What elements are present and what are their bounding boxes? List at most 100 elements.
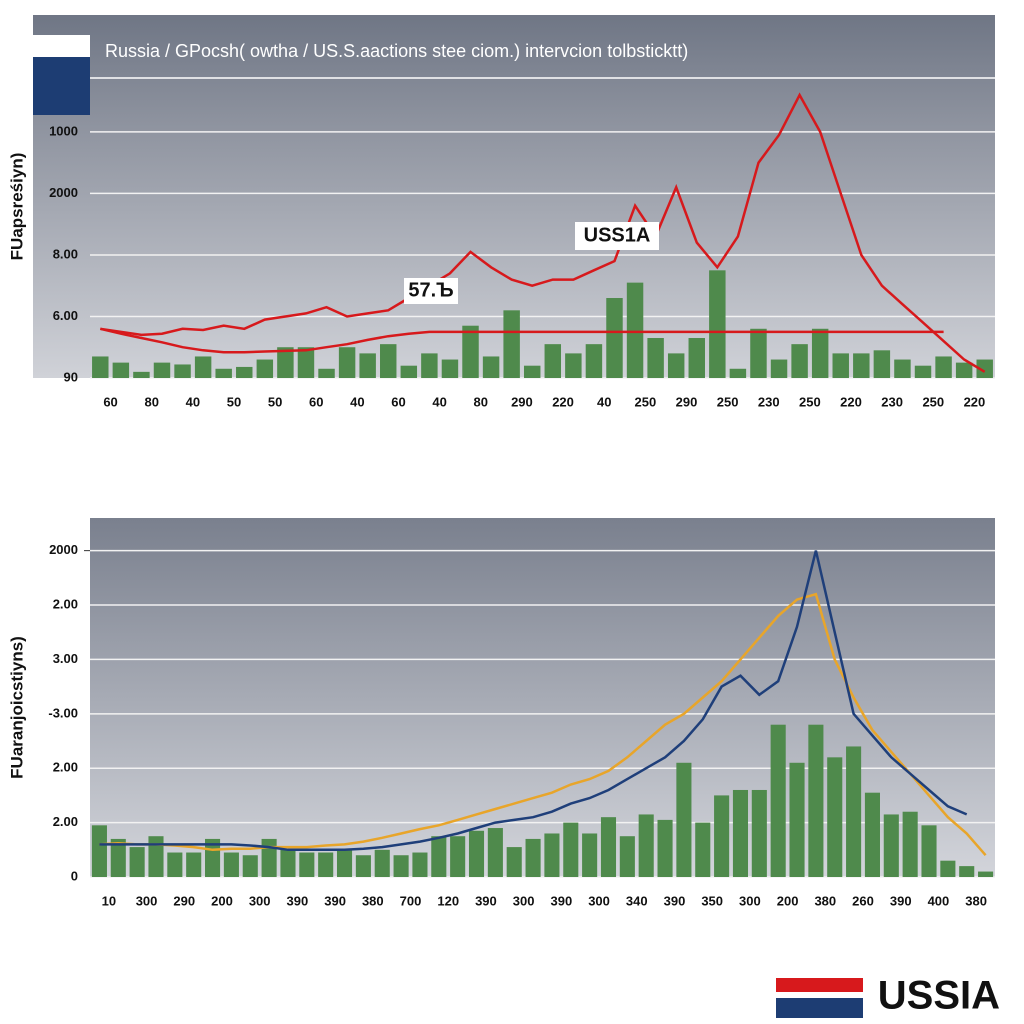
bar bbox=[750, 328, 767, 378]
bar bbox=[582, 833, 598, 877]
bar bbox=[92, 356, 109, 378]
x-tick-label: 390 bbox=[890, 893, 912, 908]
bar bbox=[789, 762, 805, 877]
bar bbox=[525, 838, 541, 877]
bar bbox=[959, 866, 975, 877]
bar bbox=[338, 347, 356, 378]
bar bbox=[978, 871, 994, 877]
bar bbox=[242, 855, 258, 877]
bar bbox=[129, 847, 145, 877]
bar bbox=[585, 344, 603, 378]
x-tick-label: 230 bbox=[881, 394, 903, 409]
bar bbox=[714, 795, 730, 877]
bar bbox=[940, 860, 956, 877]
bar bbox=[174, 364, 191, 378]
x-tick-label: 300 bbox=[136, 893, 158, 908]
bar bbox=[846, 746, 862, 877]
bar bbox=[112, 362, 130, 378]
bar bbox=[380, 344, 397, 378]
bar bbox=[167, 852, 183, 877]
x-tick-label: 390 bbox=[324, 893, 346, 908]
x-tick-label: 380 bbox=[362, 893, 384, 908]
y-tick-label: 2.00 bbox=[53, 760, 78, 775]
y-tick-label: 2000 bbox=[49, 185, 78, 200]
x-tick-label: 300 bbox=[739, 893, 761, 908]
bar bbox=[431, 836, 447, 877]
bar bbox=[393, 855, 409, 877]
bar bbox=[299, 852, 315, 877]
bar bbox=[91, 825, 107, 877]
line bbox=[100, 92, 986, 373]
x-tick-label: 260 bbox=[852, 893, 874, 908]
bar bbox=[153, 362, 171, 378]
x-tick-label: 250 bbox=[717, 394, 739, 409]
bar bbox=[359, 353, 376, 378]
footer-title: USSIA bbox=[878, 974, 1000, 1018]
bar bbox=[647, 338, 664, 378]
x-tick-label: 390 bbox=[664, 893, 686, 908]
x-tick-label: 380 bbox=[965, 893, 987, 908]
bar bbox=[223, 852, 239, 877]
plot-background bbox=[90, 518, 995, 877]
x-tick-label: 300 bbox=[513, 893, 535, 908]
bar bbox=[400, 365, 418, 378]
bar bbox=[770, 359, 788, 378]
x-tick-label: 40 bbox=[350, 394, 364, 409]
y-tick-label: 3.00 bbox=[53, 651, 78, 666]
bar bbox=[450, 836, 466, 877]
x-tick-label: 60 bbox=[103, 394, 117, 409]
x-tick-label: 250 bbox=[799, 394, 821, 409]
x-tick-label: 250 bbox=[634, 394, 656, 409]
bar bbox=[657, 819, 673, 877]
flag-stripe bbox=[33, 57, 90, 115]
x-tick-label: 300 bbox=[588, 893, 610, 908]
bar bbox=[955, 362, 973, 378]
y-tick-label: 2.00 bbox=[53, 596, 78, 611]
y-tick-label: 1000 bbox=[49, 123, 78, 138]
bar bbox=[883, 814, 899, 877]
x-tick-label: 380 bbox=[814, 893, 836, 908]
chart-title: Russia / GPocsh( owtha / US.S.aactions s… bbox=[105, 41, 688, 61]
annotation: 57.Ъ bbox=[408, 279, 453, 301]
bar bbox=[523, 365, 541, 378]
bar bbox=[462, 325, 479, 378]
bar bbox=[894, 359, 911, 378]
bar bbox=[606, 298, 623, 378]
bar bbox=[914, 365, 932, 378]
x-tick-label: 120 bbox=[437, 893, 459, 908]
bar bbox=[695, 822, 711, 877]
x-tick-label: 390 bbox=[475, 893, 497, 908]
bar bbox=[676, 762, 692, 877]
flag-stripe bbox=[776, 992, 863, 998]
x-tick-label: 200 bbox=[211, 893, 233, 908]
x-tick-label: 50 bbox=[227, 394, 241, 409]
bar bbox=[808, 724, 824, 877]
bar bbox=[667, 353, 685, 378]
x-tick-label: 220 bbox=[552, 394, 574, 409]
x-tick-label: 60 bbox=[309, 394, 323, 409]
bar bbox=[468, 830, 485, 877]
flag-stripe bbox=[776, 978, 863, 992]
bar bbox=[297, 347, 315, 378]
bar bbox=[215, 368, 232, 378]
chart-2: FUaranjoicstiyns) 0 2.00 2.00 -3.00 3.00 2.00 2… bbox=[7, 542, 995, 908]
bar bbox=[565, 353, 582, 378]
line bbox=[99, 592, 987, 857]
bar bbox=[600, 817, 617, 877]
bar bbox=[194, 356, 212, 378]
bar bbox=[261, 838, 277, 877]
bar bbox=[503, 310, 520, 378]
bar bbox=[544, 833, 560, 877]
annotation: USS1A bbox=[584, 224, 651, 246]
bar bbox=[770, 724, 786, 877]
y-tick-label: 6.00 bbox=[53, 308, 78, 323]
x-tick-label: 340 bbox=[626, 893, 648, 908]
flag-stripe bbox=[776, 998, 863, 1018]
bar bbox=[827, 757, 843, 877]
x-tick-label: 400 bbox=[928, 893, 950, 908]
line bbox=[100, 327, 944, 354]
y-tick-label: 0 bbox=[71, 868, 78, 883]
bar bbox=[563, 822, 579, 877]
